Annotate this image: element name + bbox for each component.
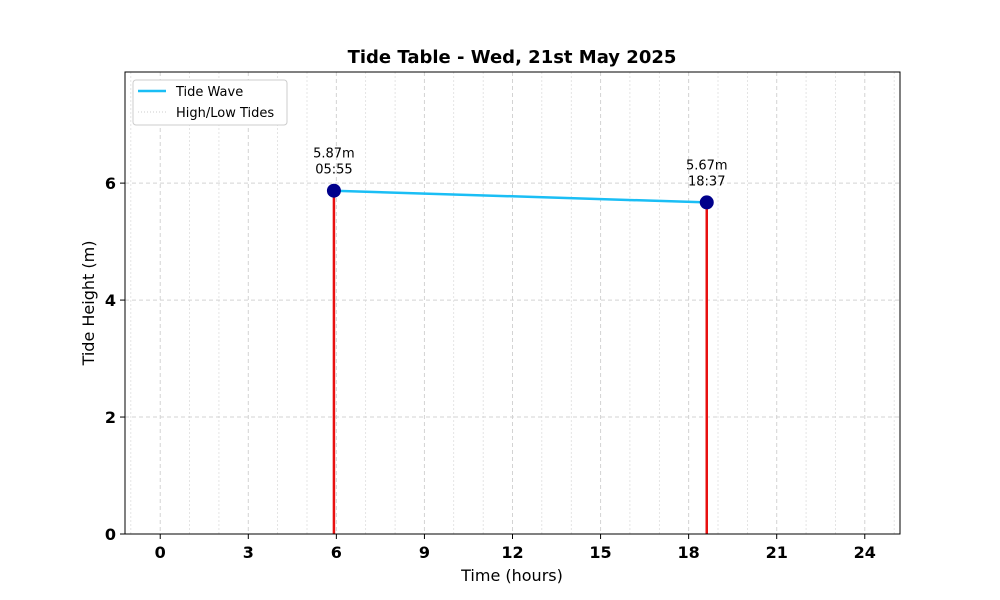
x-tick-label: 18 [678, 543, 700, 562]
x-tick-label: 24 [854, 543, 876, 562]
x-tick-label: 12 [501, 543, 523, 562]
tide-event-time-label-1: 18:37 [688, 174, 725, 189]
series-line-tide-wave [333, 189, 707, 204]
y-tick-label: 6 [105, 174, 116, 193]
tide-event-lines [332, 190, 708, 534]
y-tick-label: 0 [105, 525, 116, 544]
x-tick-label: 0 [155, 543, 166, 562]
y-axis-ticks: 0 2 4 6 [105, 174, 125, 544]
y-tick-label: 4 [105, 291, 116, 310]
tide-event-marker-1 [699, 195, 714, 210]
tide-event-height-label-1: 5.67m [686, 158, 728, 173]
x-tick-label: 15 [589, 543, 611, 562]
x-axis-ticks: 0 3 6 9 12 15 18 21 24 [155, 534, 876, 562]
y-tick-label: 2 [105, 408, 116, 427]
tide-event-markers [326, 183, 714, 210]
y-axis-label: Tide Height (m) [79, 241, 98, 367]
tide-event-height-label-0: 5.87m [313, 147, 355, 162]
grid [125, 72, 900, 535]
chart-title: Tide Table - Wed, 21st May 2025 [348, 47, 677, 68]
x-tick-label: 9 [419, 543, 430, 562]
x-tick-label: 3 [243, 543, 254, 562]
x-tick-label: 6 [331, 543, 342, 562]
series-layer [333, 189, 707, 204]
x-axis-label: Time (hours) [460, 566, 563, 585]
legend-box [132, 79, 288, 126]
tide-event-marker-0 [326, 183, 341, 198]
tide-event-time-label-0: 05:55 [315, 163, 352, 178]
x-tick-label: 21 [766, 543, 788, 562]
legend-label-high-low-tides: High/Low Tides [176, 106, 274, 121]
legend-label-tide-wave: Tide Wave [175, 85, 243, 100]
legend: Tide Wave High/Low Tides [132, 79, 288, 126]
